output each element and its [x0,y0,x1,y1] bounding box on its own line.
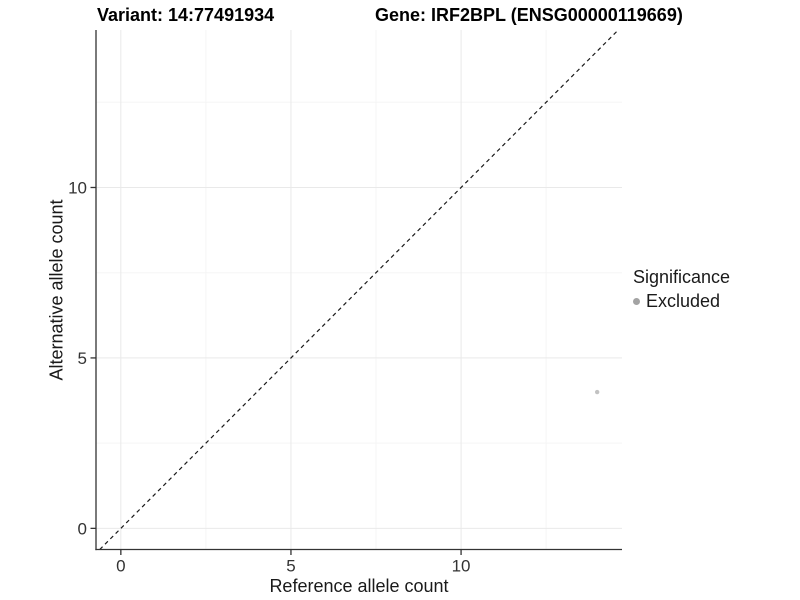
y-tick-label: 5 [78,349,87,368]
data-point [594,389,600,395]
x-tick-label: 5 [286,557,295,576]
plot-title-gene: Gene: IRF2BPL (ENSG00000119669) [375,5,683,25]
x-tick-label: 10 [452,557,471,576]
legend-key-dot-icon [633,298,640,305]
y-axis-title: Alternative allele count [46,199,67,381]
legend-entry-label: Excluded [646,291,721,311]
legend-entry: Excluded [633,291,730,312]
y-tick-label: 0 [78,519,87,538]
plot-title-variant: Variant: 14:77491934 [97,5,275,25]
y-tick-label: 10 [68,178,87,197]
legend: Significance Excluded [633,267,730,312]
x-axis-title: Reference allele count [269,576,449,596]
legend-title: Significance [633,267,731,287]
identity-line [99,29,619,550]
x-tick-label: 0 [116,557,125,576]
